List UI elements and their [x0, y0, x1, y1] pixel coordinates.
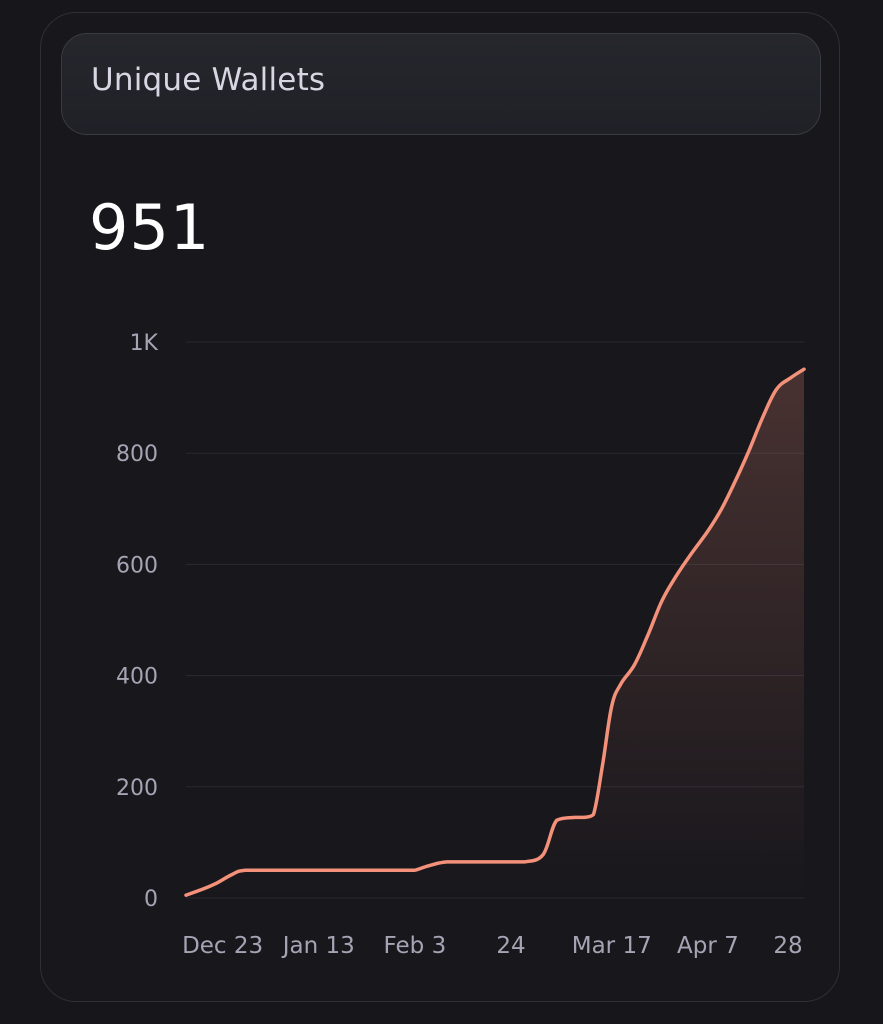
y-tick-label: 400 [116, 665, 158, 690]
card-title: Unique Wallets [91, 62, 326, 98]
y-tick-label: 200 [116, 776, 158, 801]
x-tick-label: 24 [496, 933, 525, 959]
total-value: 951 [89, 191, 211, 264]
x-tick-label: Dec 23 [182, 933, 263, 959]
y-axis-ticks: 0 200 400 600 800 1K [116, 331, 159, 912]
y-tick-label: 0 [144, 887, 158, 912]
series-area [186, 369, 804, 898]
x-tick-label: 28 [773, 933, 802, 959]
x-tick-label: Apr 7 [677, 933, 739, 959]
unique-wallets-card: Unique Wallets 951 [40, 12, 840, 1002]
series-line [184, 367, 806, 897]
card-header[interactable]: Unique Wallets [61, 33, 821, 135]
x-tick-label: Mar 17 [572, 933, 652, 959]
y-tick-label: 600 [116, 553, 158, 578]
x-tick-label: Jan 13 [281, 933, 355, 959]
y-tick-label: 1K [130, 331, 159, 356]
x-tick-label: Feb 3 [384, 933, 447, 959]
y-tick-label: 800 [116, 442, 158, 467]
x-axis-ticks: Dec 23 Jan 13 Feb 3 24 Mar 17 Apr 7 28 [182, 933, 803, 959]
